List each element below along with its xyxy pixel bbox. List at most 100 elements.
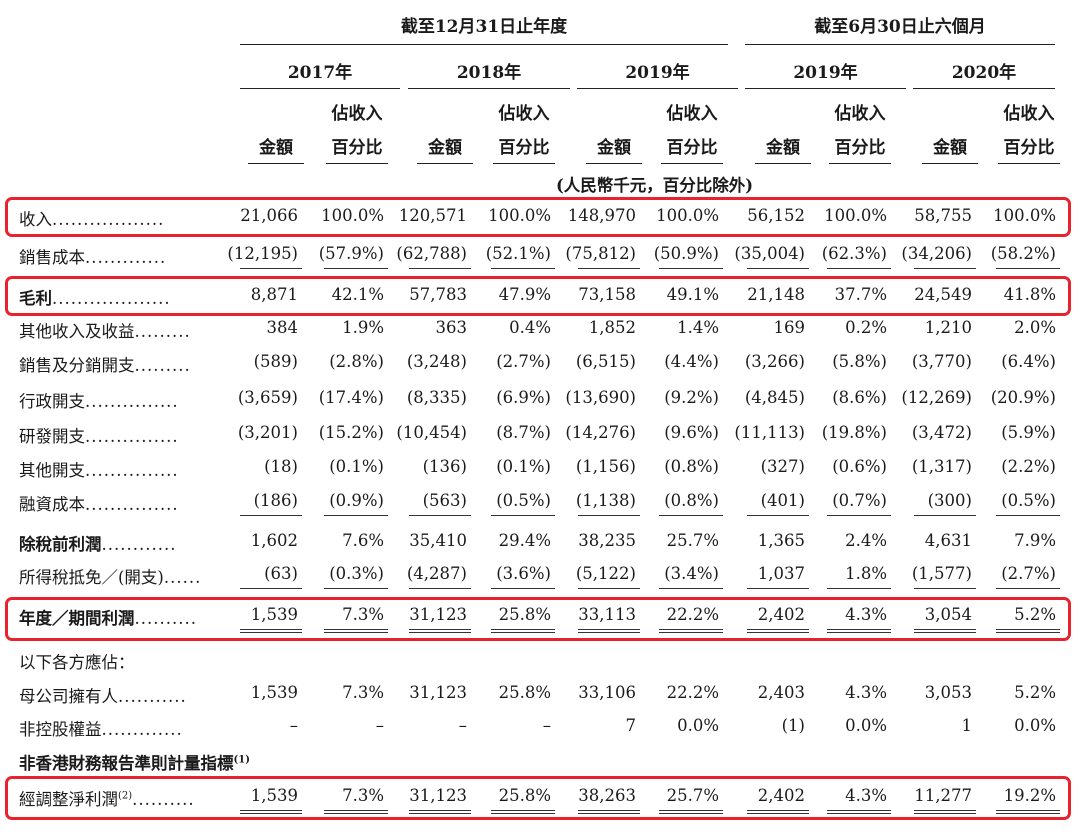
total-rule — [827, 268, 891, 269]
col-pct-rule — [829, 163, 891, 164]
cell-percent: (9.2%) — [664, 388, 719, 407]
cell-amount: 35,410 — [409, 531, 467, 550]
cell-amount: (5,122) — [575, 564, 636, 583]
cell-amount: 57,783 — [409, 285, 467, 304]
units-note: (人民幣千元，百分比除外) — [556, 176, 754, 195]
cell-amount: (1,138) — [575, 491, 636, 510]
row-label-text: 融資成本 — [19, 495, 85, 514]
cell-percent: 2.4% — [845, 531, 887, 550]
total-rule — [659, 810, 723, 811]
total-rule — [996, 588, 1060, 589]
highlight-revenue — [5, 197, 1071, 237]
row-label-text: 所得稅抵免／(開支) — [19, 568, 164, 587]
cell-percent: (0.5%) — [496, 491, 551, 510]
row-label-text: 行政開支 — [19, 392, 85, 411]
total-rule — [578, 629, 640, 630]
cell-amount: 4,631 — [924, 531, 972, 550]
cell-amount: 384 — [266, 318, 299, 337]
cell-amount: 33,113 — [578, 605, 636, 624]
total-rule — [827, 588, 891, 589]
cell-amount: 31,123 — [409, 605, 467, 624]
cell-percent: (4.4%) — [664, 352, 719, 371]
cell-amount: (3,201) — [237, 423, 298, 442]
total-rule-double — [491, 632, 555, 633]
cell-percent: (0.1%) — [496, 457, 551, 476]
col-amount-header: 金額 — [766, 138, 800, 158]
col-amount-rule — [922, 163, 978, 164]
row-label: 非控股權益............. — [19, 716, 214, 740]
cell-percent: (9.6%) — [664, 423, 719, 442]
leader-dots: ............... — [85, 392, 179, 411]
year-header: 2020年 — [951, 63, 1017, 83]
year-header-rule — [913, 88, 1055, 89]
row-label: 經調整淨利潤(2).......... — [19, 786, 214, 810]
total-rule — [996, 810, 1060, 811]
row-label: 母公司擁有人........... — [19, 683, 214, 707]
total-rule-double — [747, 813, 809, 814]
cell-percent: 7.6% — [342, 531, 384, 550]
header-six-months-rule — [745, 44, 1055, 45]
total-rule — [914, 588, 976, 589]
cell-amount: (35,004) — [734, 244, 805, 263]
cell-percent: 29.4% — [498, 531, 551, 550]
cell-percent: (19.8%) — [821, 423, 887, 442]
total-rule-double — [578, 813, 640, 814]
cell-percent: 1.4% — [677, 318, 719, 337]
cell-amount: (589) — [253, 352, 298, 371]
total-rule — [747, 810, 809, 811]
row-label: 以下各方應佔： — [19, 649, 214, 673]
row-label: 除稅前利潤............ — [19, 531, 214, 555]
cell-amount: 1,365 — [757, 531, 805, 550]
cell-percent: 100.0% — [656, 206, 719, 225]
total-rule-double — [324, 632, 388, 633]
total-rule — [240, 629, 302, 630]
row-label-text: 研發開支 — [19, 427, 85, 446]
cell-percent: (0.7%) — [832, 491, 887, 510]
cell-percent: (5.8%) — [832, 352, 887, 371]
leader-dots: ...... — [163, 568, 202, 587]
cell-amount: (34,206) — [901, 244, 972, 263]
total-rule — [578, 268, 640, 269]
cell-amount: (4,287) — [406, 564, 467, 583]
cell-amount: (1,156) — [575, 457, 636, 476]
cell-amount: (401) — [760, 491, 805, 510]
leader-dots: ............... — [85, 495, 179, 514]
total-rule-double — [578, 632, 640, 633]
cell-percent: (50.9%) — [653, 244, 719, 263]
total-rule-double — [324, 813, 388, 814]
cell-percent: 22.2% — [666, 605, 719, 624]
footnote-marker: (1) — [233, 754, 250, 766]
total-rule — [240, 810, 302, 811]
col-amount-header: 金額 — [933, 138, 967, 158]
cell-amount: (11,113) — [734, 423, 805, 442]
cell-percent: (62.3%) — [821, 244, 887, 263]
cell-amount: 169 — [773, 318, 806, 337]
cell-amount: (18) — [264, 457, 298, 476]
total-rule — [240, 588, 302, 589]
cell-amount: 1,539 — [250, 683, 298, 702]
cell-amount: 73,158 — [578, 285, 636, 304]
total-rule — [578, 515, 640, 516]
year-header: 2017年 — [287, 63, 353, 83]
cell-amount: 2,402 — [757, 786, 805, 805]
total-rule — [240, 515, 302, 516]
row-label: 融資成本............... — [19, 491, 214, 515]
col-pct-rule — [326, 163, 388, 164]
col-amount-rule — [248, 163, 304, 164]
cell-amount: 1,539 — [250, 786, 298, 805]
cell-percent: (0.1%) — [329, 457, 384, 476]
total-rule-double — [914, 813, 976, 814]
cell-percent: 7.3% — [342, 786, 384, 805]
cell-amount: 31,123 — [409, 786, 467, 805]
cell-amount: (3,266) — [744, 352, 805, 371]
cell-amount: (1) — [781, 716, 805, 735]
year-header: 2018年 — [456, 63, 522, 83]
col-pct-header-line1: 佔收入 — [1003, 104, 1055, 124]
row-label-text: 收入 — [19, 210, 52, 229]
leader-dots: ......... — [134, 322, 191, 341]
col-amount-header: 金額 — [428, 138, 462, 158]
total-rule — [578, 588, 640, 589]
cell-percent: (15.2%) — [318, 423, 384, 442]
cell-amount: (186) — [253, 491, 298, 510]
cell-percent: 1.9% — [342, 318, 384, 337]
